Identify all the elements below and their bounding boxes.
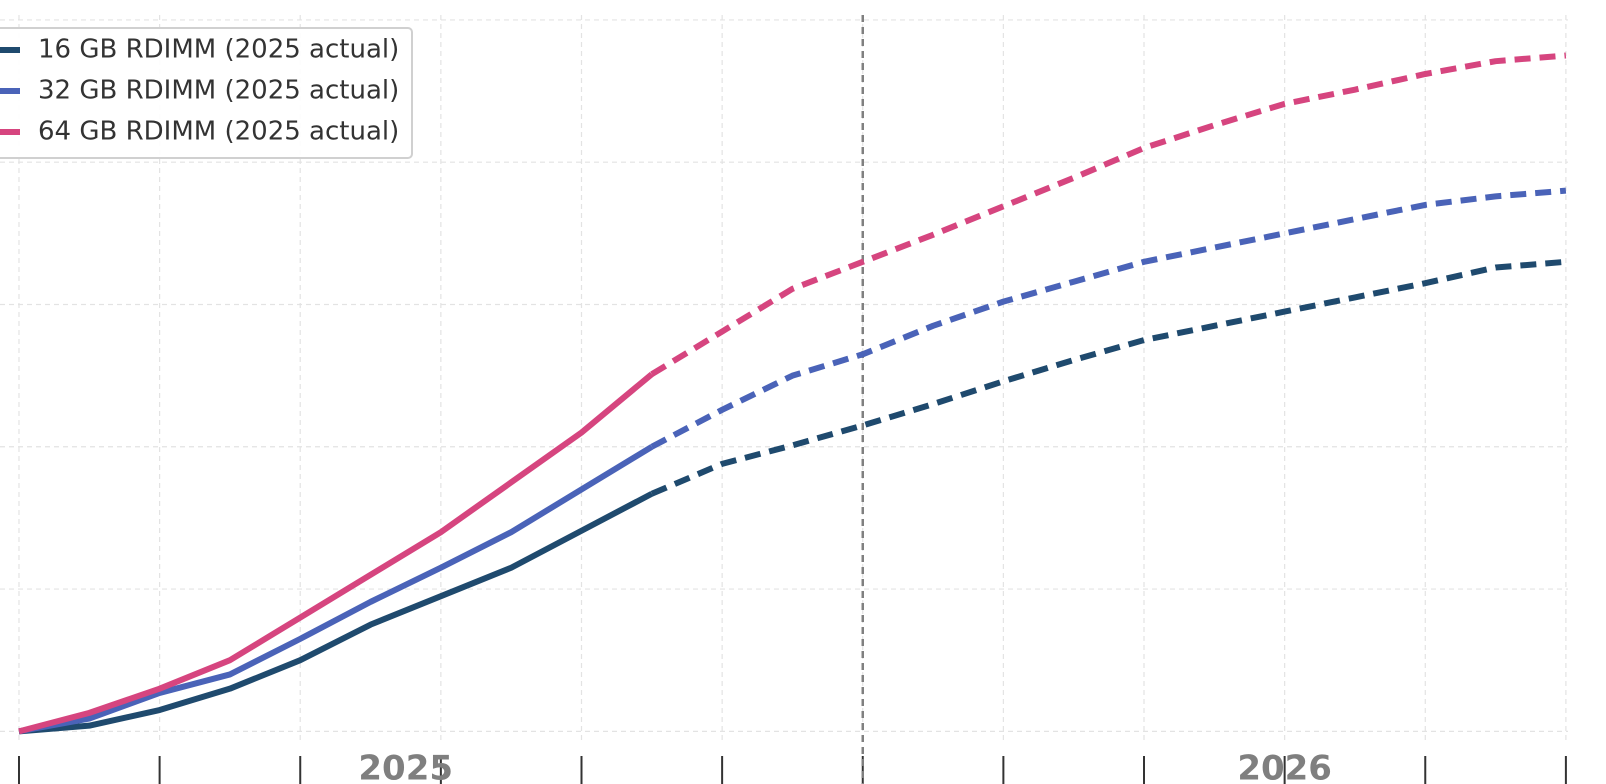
series-line — [650, 258, 1567, 497]
series-line — [650, 52, 1567, 377]
legend-label: 16 GB RDIMM (2025 actual) — [38, 35, 399, 65]
series-line — [18, 491, 654, 735]
legend-box — [0, 27, 413, 159]
x-tick-label: 2026 — [1237, 749, 1332, 784]
series-line — [650, 187, 1567, 450]
series-line — [18, 371, 654, 735]
legend-label: 64 GB RDIMM (2025 actual) — [38, 117, 399, 147]
legend: 16 GB RDIMM (2025 actual) 32 GB RDIMM (20… — [0, 27, 413, 159]
x-tick-label: 2025 — [358, 749, 453, 784]
legend-label: 32 GB RDIMM (2025 actual) — [38, 76, 399, 106]
series-line — [18, 444, 654, 735]
